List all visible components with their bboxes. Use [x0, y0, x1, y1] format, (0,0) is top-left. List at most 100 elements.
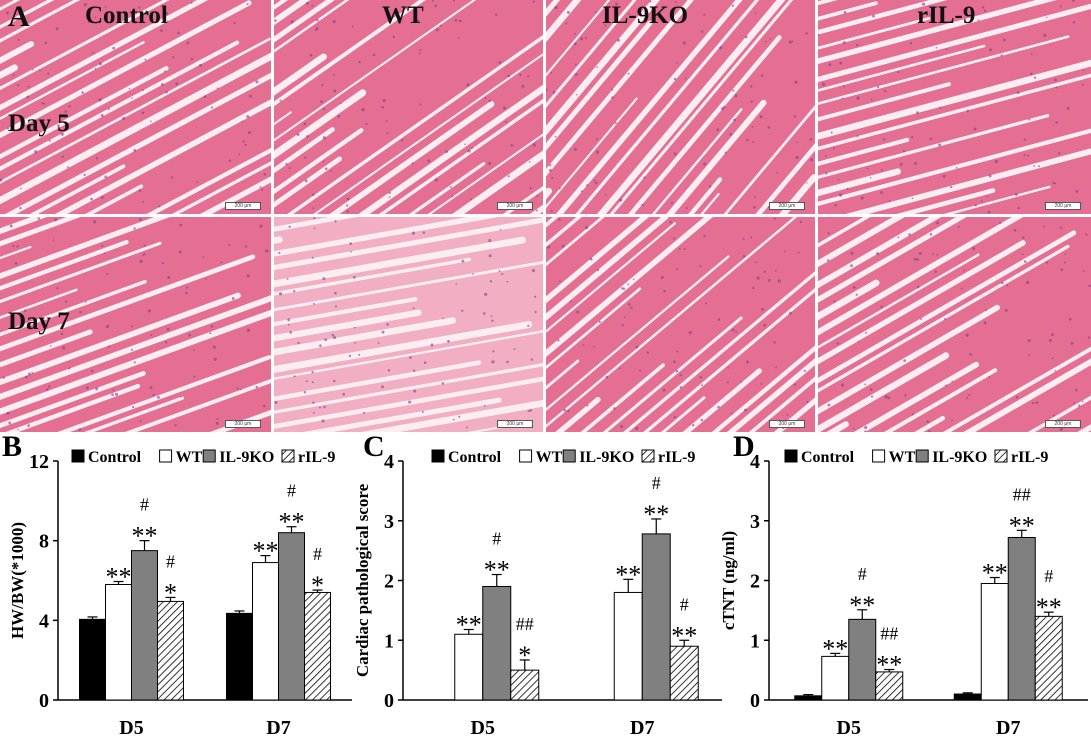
x-tick-label: D7 [266, 717, 290, 739]
bar-wt-d7 [252, 562, 279, 701]
scale-bar: 200 μm [225, 202, 261, 210]
micrograph-texture [0, 0, 271, 214]
x-tick-label: D5 [471, 717, 495, 739]
significance-mark: ** [671, 621, 697, 650]
micrograph-texture [546, 0, 815, 214]
significance-mark: # [166, 551, 175, 571]
significance-mark: ** [279, 508, 305, 537]
column-label-wt: WT [382, 2, 424, 29]
significance-mark: ** [253, 537, 279, 566]
x-tick-label: D7 [996, 717, 1020, 739]
legend-swatch [872, 449, 886, 463]
scale-bar: 200 μm [497, 202, 533, 210]
significance-mark: * [311, 571, 324, 600]
bar-wt-d5 [454, 633, 484, 701]
bar-ril9-d5 [875, 671, 904, 701]
y-tick-label: 3 [384, 511, 394, 533]
histology-panel: 200 μm 200 μm 200 μm 200 μm 200 μm 200 μ… [0, 0, 1091, 432]
significance-mark: ## [516, 614, 534, 634]
bar-wt-d7 [980, 582, 1009, 701]
panel-letter: C [363, 432, 385, 463]
micrograph-texture [546, 217, 815, 432]
bar-ril9-d5 [157, 600, 184, 701]
legend-swatch [915, 449, 929, 463]
significance-mark: # [1044, 566, 1053, 586]
legend-swatch [784, 449, 798, 463]
legend-label: rIL-9 [1011, 449, 1048, 466]
legend-swatch [159, 449, 173, 463]
micrograph-control-day7: 200 μm [0, 217, 271, 432]
significance-mark: ** [822, 634, 848, 663]
column-label-control: Control [85, 2, 168, 29]
legend-label: Control [448, 449, 502, 466]
legend-label: rIL-9 [298, 449, 335, 466]
legend-swatch [994, 449, 1008, 463]
y-tick-label: 3 [750, 511, 760, 533]
significance-mark: ** [132, 522, 158, 551]
panel-letter: D [733, 432, 755, 463]
y-tick-label: 0 [39, 690, 49, 712]
legend-label: IL-9KO [219, 449, 274, 466]
significance-mark: # [680, 594, 689, 614]
micrograph-wt-day7: 200 μm [274, 217, 543, 432]
micrograph-il9ko-day5: 200 μm [546, 0, 815, 214]
significance-mark: ** [615, 560, 641, 589]
bar-ril9-d5 [510, 669, 540, 701]
legend-swatch [641, 449, 655, 463]
micrograph-ril9-day5: 200 μm [818, 0, 1091, 214]
micrograph-texture [0, 217, 271, 432]
micrograph-il9ko-day7: 200 μm [546, 217, 815, 432]
legend-label: WT [176, 449, 203, 466]
significance-mark: ** [876, 651, 902, 680]
x-tick-label: D5 [837, 717, 861, 739]
x-tick-label: D5 [119, 717, 143, 739]
legend-label: rIL-9 [658, 449, 695, 466]
legend-swatch [281, 449, 295, 463]
scale-bar: 200 μm [497, 420, 533, 428]
scale-bar: 200 μm [1045, 420, 1081, 428]
legend-swatch [71, 449, 85, 463]
bar-il9ko-d5 [131, 550, 158, 701]
significance-mark: # [858, 564, 867, 584]
significance-mark: ** [1009, 511, 1035, 540]
chart-panel-c: C Cardiac pathological score 0 1 2 3 4 Control W… [353, 432, 722, 739]
scale-bar: 200 μm [769, 420, 805, 428]
y-axis-label: HW/BW(*1000) [8, 522, 27, 639]
bar-control-d7 [226, 612, 253, 701]
bar-ril9-d7 [669, 645, 699, 701]
bar-wt-d5 [105, 583, 132, 701]
legend-label: WT [889, 449, 916, 466]
significance-mark: ** [1036, 593, 1062, 622]
significance-mark: ** [106, 562, 132, 591]
legend-swatch [519, 449, 533, 463]
significance-mark: ** [982, 559, 1008, 588]
panel-letter: B [2, 432, 22, 463]
bar-il9ko-d5 [482, 585, 512, 701]
legend-swatch [562, 449, 576, 463]
significance-mark: ** [484, 556, 510, 585]
significance-mark: ## [1013, 484, 1031, 504]
legend-label: Control [88, 449, 142, 466]
legend-swatch [202, 449, 216, 463]
significance-mark: # [140, 495, 149, 515]
significance-mark: # [492, 529, 501, 549]
micrograph-texture [818, 0, 1091, 214]
y-tick-label: 12 [29, 451, 49, 473]
scale-bar: 200 μm [1045, 202, 1081, 210]
significance-mark: # [652, 473, 661, 493]
y-tick-label: 4 [384, 451, 394, 473]
panel-letter-a: A [8, 0, 30, 33]
y-tick-label: 1 [384, 630, 394, 652]
micrograph-wt-day5: 200 μm [274, 0, 543, 214]
legend-swatch [431, 449, 445, 463]
row-label-day5: Day 5 [8, 110, 70, 137]
significance-mark: # [287, 481, 296, 501]
x-tick-label: D7 [630, 717, 654, 739]
bar-control-d5 [79, 618, 106, 701]
legend-label: WT [536, 449, 563, 466]
micrograph-texture [274, 217, 543, 432]
bar-il9ko-d5 [848, 618, 877, 701]
scale-bar: 200 μm [225, 420, 261, 428]
